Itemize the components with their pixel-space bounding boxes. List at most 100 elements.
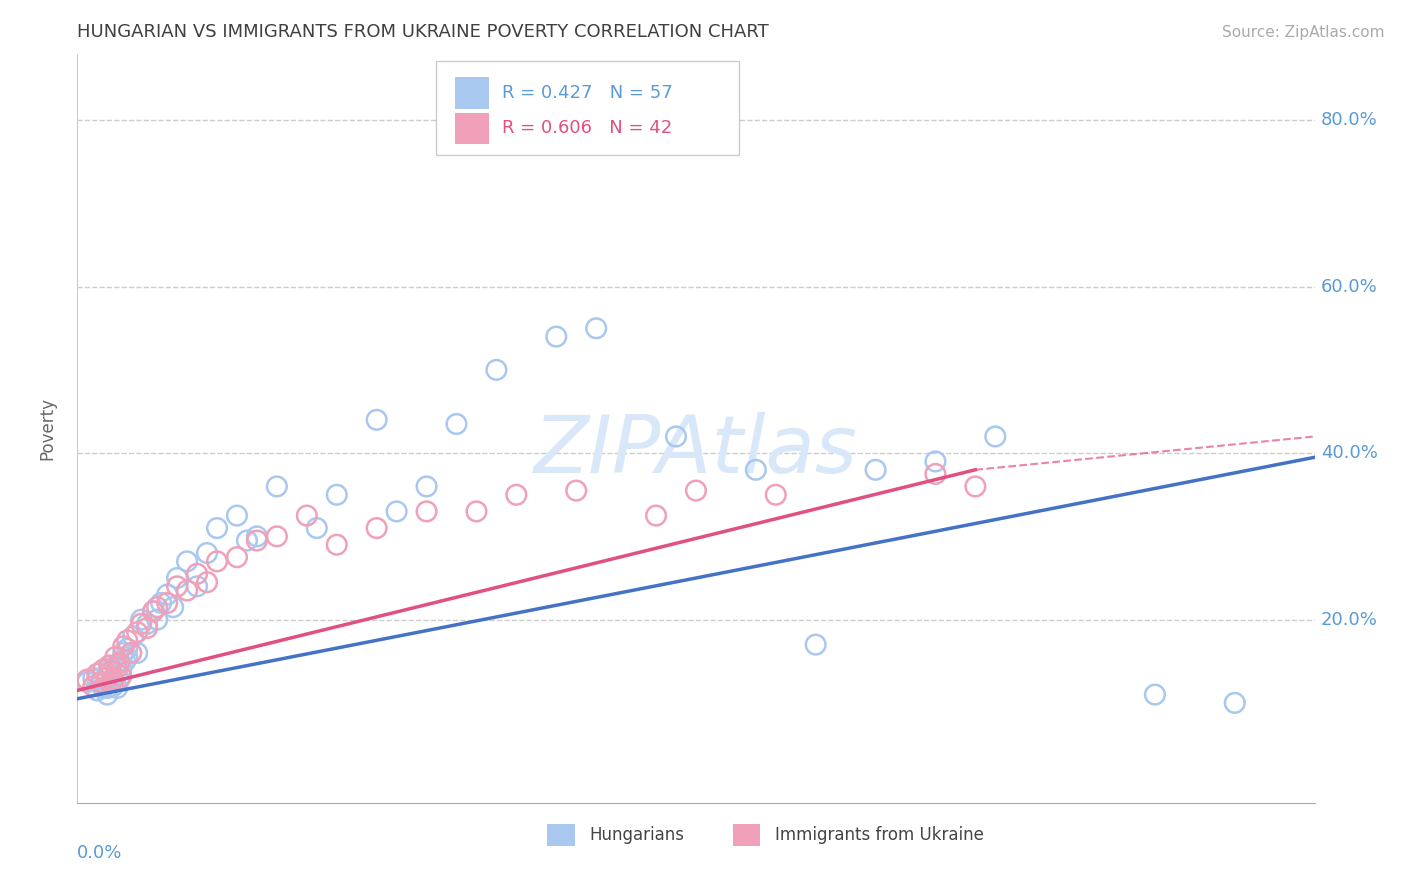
Hungarians [146, 613, 169, 627]
Text: 40.0%: 40.0% [1320, 444, 1378, 462]
Hungarians [96, 688, 118, 702]
Hungarians [236, 533, 259, 548]
Immigrants from Ukraine [266, 529, 288, 543]
Hungarians [446, 417, 468, 431]
Hungarians [1143, 688, 1166, 702]
Hungarians [90, 677, 112, 691]
Hungarians [865, 463, 887, 477]
Hungarians [176, 554, 198, 568]
Hungarians [127, 646, 149, 660]
Immigrants from Ukraine [103, 673, 125, 687]
Immigrants from Ukraine [186, 566, 208, 581]
Immigrants from Ukraine [565, 483, 588, 498]
Hungarians [266, 479, 288, 493]
Immigrants from Ukraine [295, 508, 318, 523]
Hungarians [326, 488, 349, 502]
Immigrants from Ukraine [146, 600, 169, 615]
Hungarians [96, 681, 118, 695]
Text: R = 0.427   N = 57: R = 0.427 N = 57 [502, 84, 672, 103]
Immigrants from Ukraine [105, 661, 128, 675]
Immigrants from Ukraine [645, 508, 668, 523]
Immigrants from Ukraine [127, 625, 149, 640]
Hungarians [546, 329, 568, 343]
Immigrants from Ukraine [176, 583, 198, 598]
Hungarians [415, 479, 437, 493]
Immigrants from Ukraine [366, 521, 388, 535]
Hungarians [745, 463, 768, 477]
Text: 0.0%: 0.0% [77, 844, 122, 862]
Immigrants from Ukraine [195, 575, 218, 590]
Immigrants from Ukraine [156, 596, 179, 610]
Text: Hungarians: Hungarians [589, 826, 685, 844]
Immigrants from Ukraine [765, 488, 787, 502]
Hungarians [166, 571, 188, 585]
Hungarians [665, 429, 688, 443]
Immigrants from Ukraine [120, 646, 142, 660]
Hungarians [142, 604, 165, 618]
Hungarians [924, 454, 946, 468]
Immigrants from Ukraine [110, 669, 132, 683]
Immigrants from Ukraine [465, 504, 488, 518]
Immigrants from Ukraine [246, 533, 269, 548]
Immigrants from Ukraine [100, 665, 122, 679]
Hungarians [86, 683, 108, 698]
Hungarians [129, 613, 152, 627]
Immigrants from Ukraine [108, 656, 131, 670]
Hungarians [984, 429, 1007, 443]
Immigrants from Ukraine [98, 658, 121, 673]
Hungarians [205, 521, 228, 535]
Immigrants from Ukraine [226, 550, 249, 565]
Hungarians [305, 521, 328, 535]
Immigrants from Ukraine [96, 671, 118, 685]
Immigrants from Ukraine [136, 621, 159, 635]
Immigrants from Ukraine [104, 650, 127, 665]
Text: 20.0%: 20.0% [1320, 611, 1378, 629]
Immigrants from Ukraine [112, 640, 135, 654]
Hungarians [195, 546, 218, 560]
Immigrants from Ukraine [685, 483, 707, 498]
Bar [547, 824, 575, 847]
Hungarians [162, 600, 184, 615]
Immigrants from Ukraine [415, 504, 437, 518]
Hungarians [108, 673, 131, 687]
Text: Source: ZipAtlas.com: Source: ZipAtlas.com [1222, 25, 1385, 40]
Hungarians [485, 363, 508, 377]
Hungarians [366, 413, 388, 427]
Hungarians [156, 588, 179, 602]
Immigrants from Ukraine [129, 616, 152, 631]
Hungarians [110, 663, 132, 677]
Hungarians [804, 638, 827, 652]
Hungarians [86, 673, 108, 687]
Hungarians [91, 681, 114, 695]
Immigrants from Ukraine [76, 673, 98, 687]
Y-axis label: Poverty: Poverty [38, 397, 56, 459]
Hungarians [1223, 696, 1246, 710]
Immigrants from Ukraine [326, 538, 349, 552]
Text: ZIPAtlas: ZIPAtlas [534, 411, 858, 490]
Hungarians [114, 654, 136, 668]
Immigrants from Ukraine [115, 633, 138, 648]
Immigrants from Ukraine [142, 604, 165, 618]
Hungarians [105, 666, 128, 681]
Text: 60.0%: 60.0% [1320, 277, 1378, 295]
Immigrants from Ukraine [205, 554, 228, 568]
Hungarians [103, 679, 125, 693]
Immigrants from Ukraine [924, 467, 946, 481]
Hungarians [385, 504, 408, 518]
Immigrants from Ukraine [90, 675, 112, 690]
Hungarians [82, 671, 104, 685]
Hungarians [98, 663, 121, 677]
Hungarians [104, 658, 127, 673]
Hungarians [105, 681, 128, 695]
Hungarians [76, 675, 98, 690]
Immigrants from Ukraine [166, 579, 188, 593]
Hungarians [585, 321, 607, 335]
Hungarians [100, 675, 122, 690]
Bar [454, 112, 489, 145]
Immigrants from Ukraine [965, 479, 987, 493]
Hungarians [112, 646, 135, 660]
Hungarians [115, 641, 138, 656]
Hungarians [136, 616, 159, 631]
Immigrants from Ukraine [91, 663, 114, 677]
FancyBboxPatch shape [436, 61, 740, 154]
